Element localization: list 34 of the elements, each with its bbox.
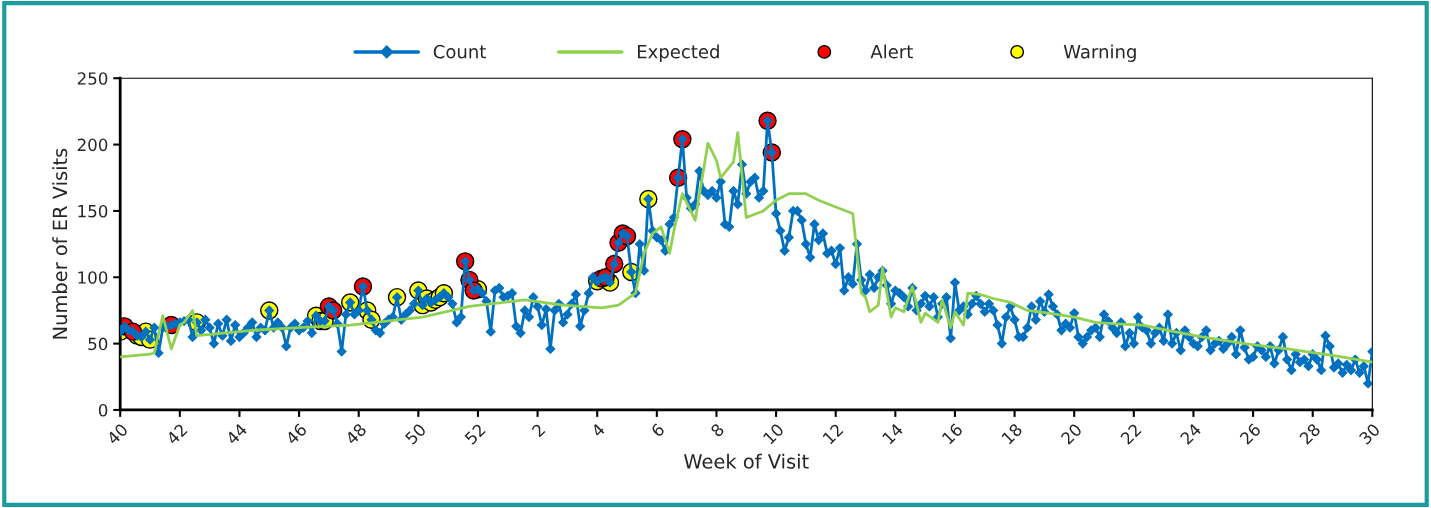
x-tick-label: 50 (404, 422, 427, 445)
x-tick-label: 18 (1001, 422, 1023, 445)
x-tick-label: 52 (464, 423, 486, 445)
y-tick-label: 100 (78, 271, 108, 284)
legend-label: Alert (870, 44, 913, 59)
y-tick-label: 200 (77, 138, 108, 152)
x-tick-label: 20 (1060, 422, 1083, 446)
legend-label: Expected (638, 44, 719, 62)
x-tick-label: 16 (941, 422, 964, 445)
x-axis-title: Week of Visit (684, 453, 809, 469)
x-tick-label: 26 (1239, 422, 1262, 446)
x-tick-label: 4 (590, 422, 606, 438)
y-tick-label: 0 (98, 403, 108, 417)
y-tick-label: 150 (78, 204, 108, 218)
x-tick-label: 2 (531, 423, 546, 438)
x-tick-label: 46 (284, 422, 308, 446)
x-tick-label: 42 (165, 423, 188, 446)
x-tick-label: 44 (225, 422, 248, 446)
y-tick-label: 250 (77, 72, 108, 85)
x-tick-label: 12 (822, 423, 844, 445)
x-tick-label: 30 (1358, 422, 1381, 445)
x-tick-label: 28 (1298, 422, 1322, 446)
x-tick-label: 10 (762, 422, 785, 445)
legend-label: Warning (1063, 44, 1136, 62)
y-axis-title: Number of ER Visits (52, 148, 68, 339)
x-tick-label: 14 (881, 422, 904, 445)
x-tick-label: 8 (709, 422, 725, 438)
x-tick-label: 24 (1179, 422, 1202, 445)
x-tick-label: 40 (105, 422, 129, 446)
x-tick-label: 22 (1119, 423, 1142, 445)
x-tick-label: 48 (344, 422, 368, 446)
legend-label: Count (433, 44, 486, 59)
x-tick-label: 6 (650, 422, 666, 438)
y-tick-label: 50 (88, 337, 108, 351)
